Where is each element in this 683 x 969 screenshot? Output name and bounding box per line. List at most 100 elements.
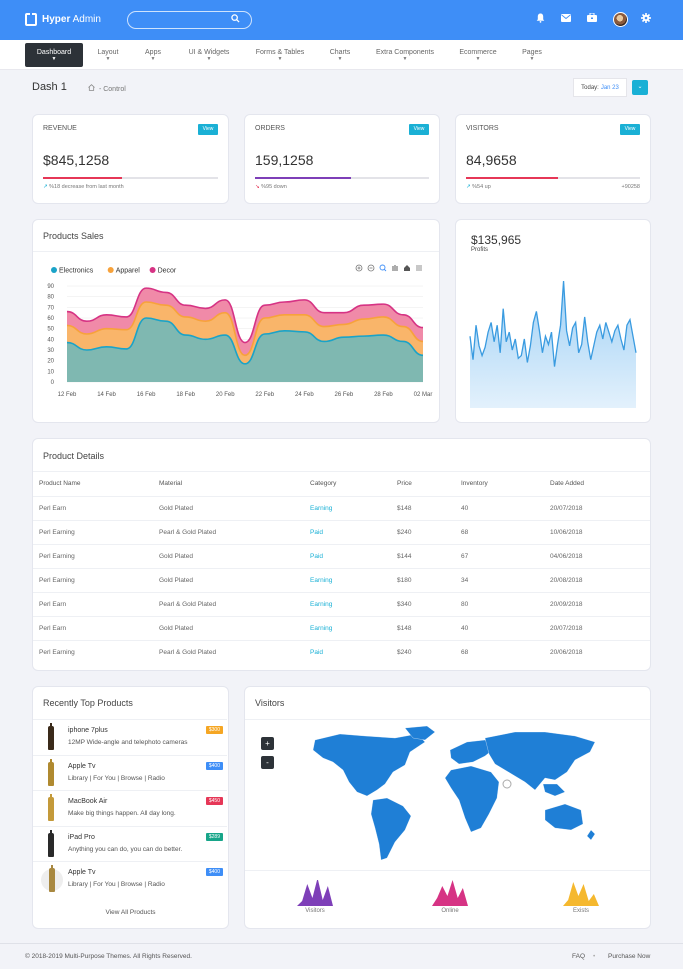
- home-icon[interactable]: [404, 265, 410, 271]
- nav-forms-tables[interactable]: Forms & Tables ▼: [250, 40, 310, 70]
- nav-ecommerce[interactable]: Ecommerce ▼: [452, 40, 504, 70]
- card-title: Products Sales: [43, 231, 104, 241]
- view-all-products-link[interactable]: View All Products: [105, 909, 156, 916]
- bell-icon[interactable]: [536, 13, 545, 28]
- nav-label: Extra Components: [376, 48, 434, 56]
- table-cell: 68: [461, 529, 469, 536]
- zoom-out-button[interactable]: -: [261, 756, 274, 769]
- view-button[interactable]: View: [198, 124, 218, 135]
- table-cell: Perl Earning: [39, 577, 75, 584]
- briefcase-icon[interactable]: [587, 12, 597, 27]
- product-image: [41, 758, 61, 788]
- magnifier-icon[interactable]: [379, 264, 387, 272]
- pan-icon[interactable]: [392, 265, 398, 271]
- product-description: Anything you can do, you can do better.: [68, 845, 183, 853]
- table-cell: Earning: [310, 625, 333, 632]
- nav-label: Dashboard: [36, 48, 72, 56]
- chevron-down-icon: ▼: [206, 55, 212, 62]
- search-input[interactable]: [127, 11, 252, 29]
- column-header: Date Added: [550, 480, 584, 487]
- line-apparel: [66, 301, 424, 357]
- table-cell: Gold Plated: [159, 505, 193, 512]
- legend-label[interactable]: Decor: [158, 268, 177, 275]
- menu-icon[interactable]: [416, 265, 422, 271]
- nav-apps[interactable]: Apps ▼: [138, 40, 168, 70]
- list-item[interactable]: iPad Pro Anything you can do, you can do …: [33, 825, 227, 862]
- table-row[interactable]: Perl Earn Pearl & Gold Plated Earning $340 8…: [33, 592, 650, 616]
- zoom-out-icon[interactable]: [367, 264, 375, 272]
- line-decor: [66, 287, 424, 344]
- brand-logo[interactable]: Hyper Admin: [25, 13, 101, 26]
- y-tick-label: 10: [47, 369, 54, 375]
- date-dropdown-button[interactable]: ⌄: [632, 80, 648, 95]
- list-item[interactable]: iphone 7plus 12MP Wide-angle and telephot…: [33, 719, 227, 755]
- view-button[interactable]: View: [409, 124, 429, 135]
- divider: [245, 719, 650, 720]
- top-bar: Hyper Admin: [0, 0, 683, 40]
- nav-label: Layout: [97, 48, 119, 56]
- new-zealand-region: [586, 829, 596, 841]
- online-sparkline: [432, 880, 468, 906]
- profit-value: $135,965: [471, 233, 522, 247]
- x-tick-label: 22 Feb: [255, 392, 274, 398]
- legend-label[interactable]: Apparel: [116, 268, 141, 275]
- divider: [245, 870, 650, 871]
- map-marker[interactable]: [502, 779, 512, 789]
- view-button[interactable]: View: [620, 124, 640, 135]
- list-item[interactable]: Apple Tv Library | For You | Browse | Rad…: [33, 754, 227, 791]
- nav-layout[interactable]: Layout ▼: [89, 40, 127, 70]
- home-icon[interactable]: [88, 84, 95, 93]
- list-item[interactable]: Apple Tv Library | For You | Browse | Rad…: [33, 861, 227, 897]
- zoom-in-icon[interactable]: [355, 264, 363, 272]
- footer-separator: •: [593, 953, 596, 960]
- logo-mark-icon: [25, 13, 37, 26]
- product-name: MacBook Air: [68, 798, 108, 805]
- price-badge: $400: [205, 868, 223, 876]
- purchase-now-link[interactable]: Purchase Now: [608, 953, 651, 960]
- table-cell: Perl Earning: [39, 649, 75, 656]
- price-badge: $289: [205, 832, 223, 841]
- spark-area: [297, 880, 333, 906]
- world-map[interactable]: [245, 720, 652, 860]
- nav-label: UI & Widgets: [188, 48, 230, 56]
- faq-link[interactable]: FAQ: [572, 953, 586, 960]
- card-title: Recently Top Products: [43, 698, 133, 708]
- x-tick-label: 14 Feb: [97, 392, 116, 398]
- nav-label: Pages: [522, 48, 542, 56]
- chevron-down-icon: ▼: [105, 55, 111, 62]
- table-row[interactable]: Perl Earning Pearl & Gold Plated Paid $240 6…: [33, 520, 650, 544]
- gear-icon[interactable]: [641, 13, 651, 28]
- table-cell: 80: [461, 601, 469, 608]
- column-header: Material: [159, 480, 183, 487]
- nav-dashboard[interactable]: Dashboard ▼: [25, 43, 83, 67]
- south-america-region: [370, 797, 412, 860]
- table-cell: Paid: [310, 553, 324, 560]
- user-avatar[interactable]: [613, 12, 628, 27]
- nav-extra-components[interactable]: Extra Components ▼: [370, 40, 440, 70]
- australia-region: [544, 803, 584, 831]
- list-item[interactable]: MacBook Air Make big things happen. All d…: [33, 790, 227, 826]
- column-header: Price: [397, 480, 412, 487]
- nav-pages[interactable]: Pages ▼: [515, 40, 549, 70]
- table-row[interactable]: Perl Earning Gold Plated Earning $180 34 20/0…: [33, 568, 650, 592]
- mail-icon[interactable]: [561, 13, 571, 27]
- y-tick-label: 70: [47, 305, 54, 311]
- table-row[interactable]: Perl Earning Pearl & Gold Plated Paid $240 6…: [33, 640, 650, 664]
- table-row[interactable]: Perl Earning Gold Plated Paid $144 67 04/06/2…: [33, 544, 650, 568]
- nav-ui-widgets[interactable]: UI & Widgets ▼: [180, 40, 238, 70]
- chevron-down-icon: ▼: [402, 55, 408, 62]
- chevron-down-icon: ▼: [337, 55, 343, 62]
- trend-icon: ↗: [466, 184, 471, 190]
- zoom-in-button[interactable]: +: [261, 737, 274, 750]
- table-cell: Pearl & Gold Plated: [159, 649, 217, 656]
- search-icon[interactable]: [231, 14, 240, 25]
- table-row[interactable]: Perl Earn Gold Plated Earning $148 40 20/07/2…: [33, 616, 650, 640]
- table-cell: 20/07/2018: [550, 625, 583, 632]
- legend-label[interactable]: Electronics: [59, 268, 94, 275]
- recent-products-card: Recently Top Products iphone 7plus 12MP W…: [32, 686, 229, 929]
- product-name: Apple Tv: [68, 762, 96, 770]
- nav-charts[interactable]: Charts ▼: [322, 40, 358, 70]
- table-cell: 40: [461, 625, 469, 632]
- table-cell: $340: [397, 601, 412, 608]
- table-row[interactable]: Perl Earn Gold Plated Earning $148 40 20/07/2…: [33, 496, 650, 520]
